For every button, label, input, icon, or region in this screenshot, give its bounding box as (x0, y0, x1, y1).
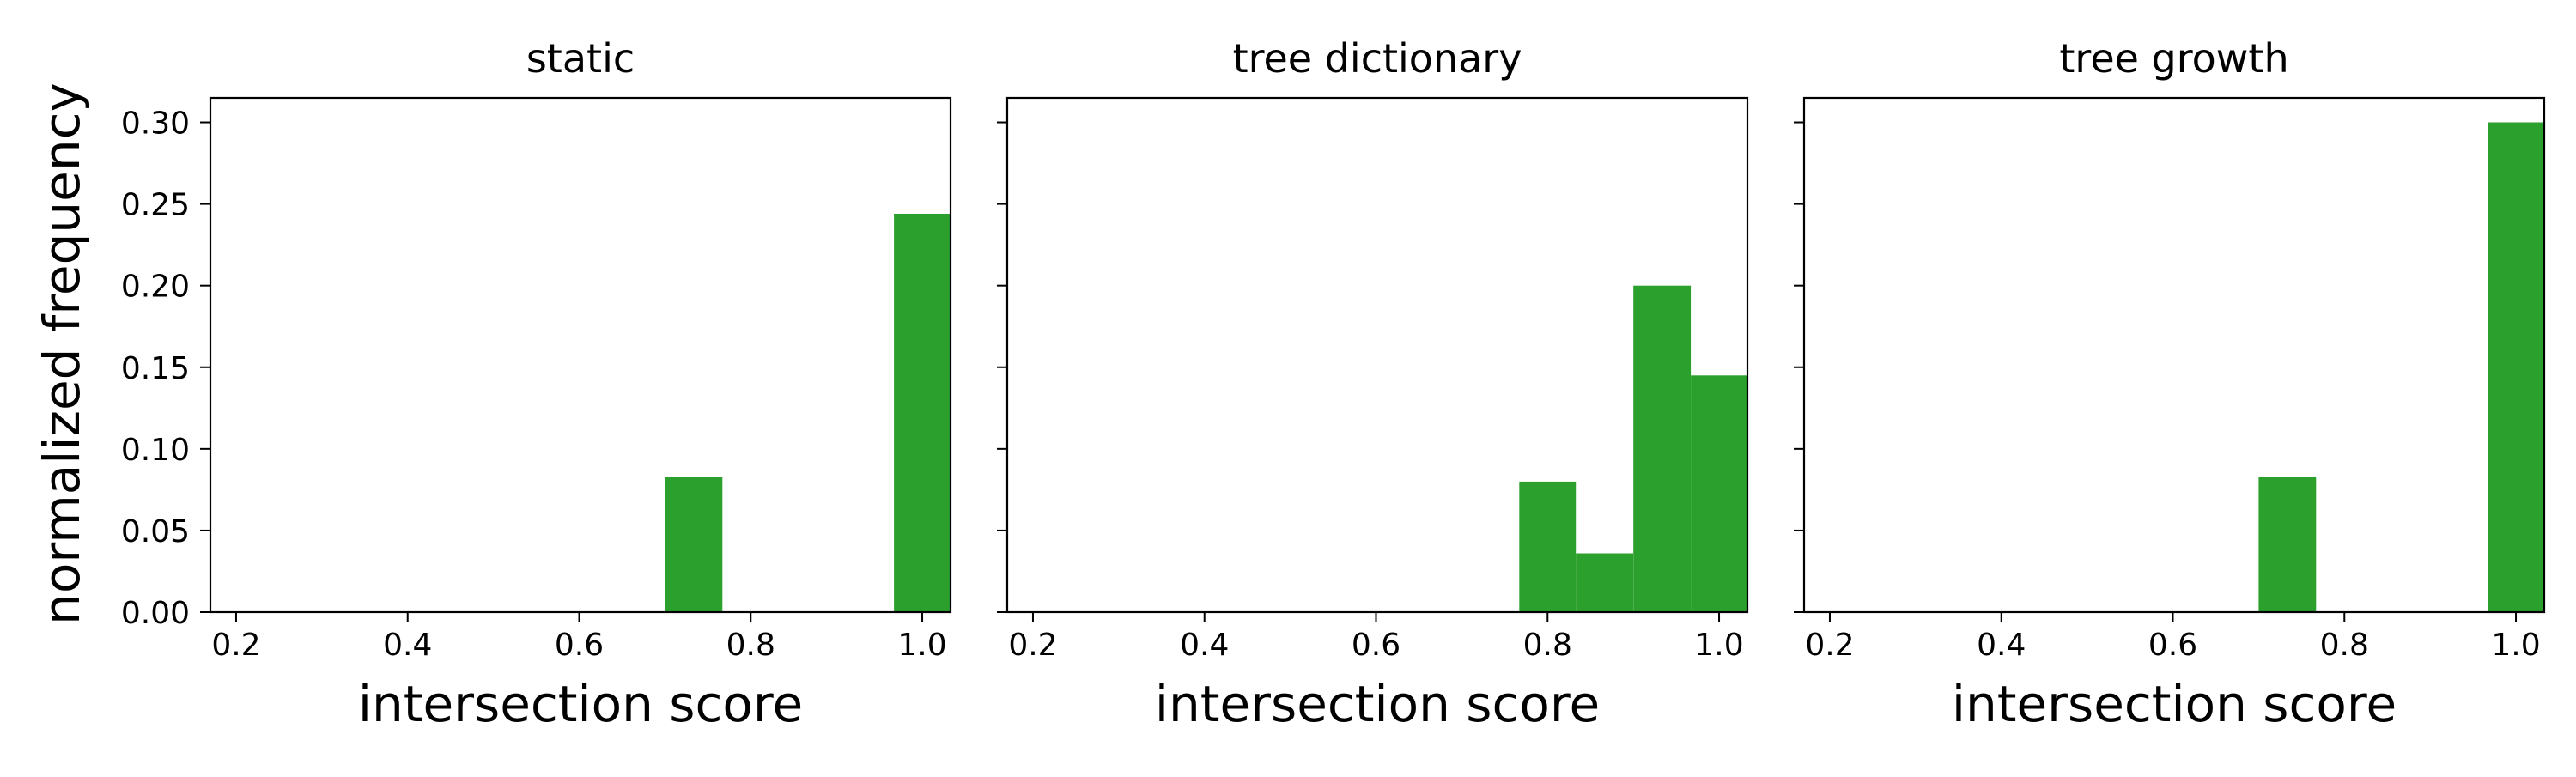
x-tick-label: 0.4 (1180, 628, 1229, 663)
y-tick-label: 0.05 (121, 514, 190, 549)
panel-title: tree dictionary (1233, 35, 1522, 82)
plot-frame (209, 96, 952, 614)
histogram-bar (1576, 553, 1634, 612)
panel-title: static (526, 35, 635, 82)
panel-1: 0.2 0.4 0.6 0.8 1.0 0.00 0.05 0.10 0.15 0.20 0.25 0… (121, 35, 952, 733)
y-tick-label: 0.00 (121, 596, 190, 631)
figure-ylabel: normalized frequency (33, 82, 91, 625)
panel-2: 0.2 0.4 0.6 0.8 1.0 tree dictionary intersecti… (997, 35, 1749, 733)
x-tick-label: 0.2 (1805, 628, 1854, 663)
x-tick-label: 1.0 (1694, 628, 1743, 663)
x-tick-label: 0.8 (726, 628, 775, 663)
x-tick-label: 0.6 (2148, 628, 2197, 663)
histogram-bar (2258, 477, 2317, 612)
histogram-bar (2488, 122, 2544, 612)
x-tick-label: 0.2 (211, 628, 260, 663)
x-tick-label: 1.0 (897, 628, 946, 663)
y-tick-label: 0.10 (121, 433, 190, 468)
histogram-bar (665, 477, 723, 612)
y-tick-label: 0.15 (121, 351, 190, 386)
panels-layer: 0.2 0.4 0.6 0.8 1.0 0.00 0.05 0.10 0.15 0.20 0.25 0… (121, 35, 2546, 733)
x-axis-label: intersection score (1155, 675, 1600, 733)
x-tick-label: 0.6 (1352, 628, 1400, 663)
x-tick-label: 0.4 (383, 628, 432, 663)
panel-3: 0.2 0.4 0.6 0.8 1.0 tree growth intersection s… (1794, 35, 2546, 733)
x-axis-label: intersection score (358, 675, 803, 733)
x-tick-label: 0.2 (1008, 628, 1057, 663)
x-tick-label: 1.0 (2491, 628, 2540, 663)
histogram-bar (1633, 285, 1692, 612)
x-axis-label: intersection score (1952, 675, 2397, 733)
histogram-bar (894, 214, 951, 612)
panel-title: tree growth (2059, 35, 2288, 82)
y-tick-label: 0.30 (121, 106, 190, 142)
histogram-bar (1519, 481, 1577, 612)
x-tick-label: 0.6 (555, 628, 604, 663)
plot-frame (1802, 96, 2546, 614)
x-tick-label: 0.8 (2320, 628, 2369, 663)
x-tick-label: 0.4 (1977, 628, 2026, 663)
plot-frame (1005, 96, 1749, 614)
histogram-bar (1691, 375, 1747, 612)
x-tick-label: 0.8 (1523, 628, 1572, 663)
y-tick-label: 0.25 (121, 188, 190, 223)
y-tick-label: 0.20 (121, 270, 190, 305)
